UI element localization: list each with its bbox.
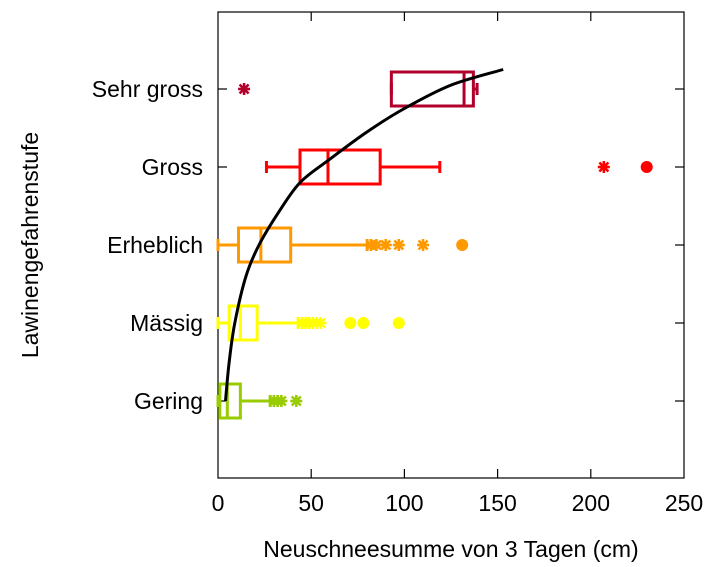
x-tick-label: 50 (298, 490, 324, 516)
box-sehr-gross (238, 70, 479, 108)
outlier-point (314, 317, 327, 329)
box-iqr (218, 382, 242, 420)
outlier-point (597, 161, 610, 173)
box-iqr (237, 226, 293, 264)
box-iqr (227, 304, 259, 342)
outlier-point (640, 161, 653, 173)
box-gering (216, 382, 303, 420)
y-axis-label: Lawinengefahrenstufe (17, 132, 43, 358)
outlier-point (417, 239, 430, 251)
box-mässig (216, 304, 405, 342)
box-erheblich (216, 226, 469, 264)
box-iqr (389, 70, 475, 108)
x-tick-label: 0 (212, 490, 225, 516)
y-tick-label: Erheblich (107, 232, 203, 258)
x-axis-label: Neuschneesumme von 3 Tagen (cm) (263, 536, 638, 562)
outlier-point (290, 395, 303, 407)
outlier-point (275, 395, 288, 407)
outlier-point (344, 317, 357, 329)
plot-area (217, 11, 685, 479)
y-tick-label: Mässig (130, 310, 203, 336)
x-tick-label: 150 (478, 490, 516, 516)
box-iqr (298, 148, 382, 186)
x-tick-label: 200 (572, 490, 610, 516)
y-tick-label: Sehr gross (92, 76, 203, 102)
outlier-point (379, 239, 392, 251)
outlier-point (357, 317, 370, 329)
outlier-point (238, 83, 251, 95)
box-plots (216, 70, 653, 420)
y-tick-label: Gross (142, 154, 203, 180)
outlier-point (456, 239, 469, 251)
box-gross (264, 148, 653, 186)
trend-curve (224, 68, 504, 402)
outlier-point (392, 239, 405, 251)
y-tick-label: Gering (134, 388, 203, 414)
x-tick-label: 100 (385, 490, 423, 516)
outlier-point (392, 317, 405, 329)
x-tick-label: 250 (665, 490, 703, 516)
ticks: 0 50 100 150 200 250 Gering Mässig Erheblich Gros… (92, 12, 703, 516)
